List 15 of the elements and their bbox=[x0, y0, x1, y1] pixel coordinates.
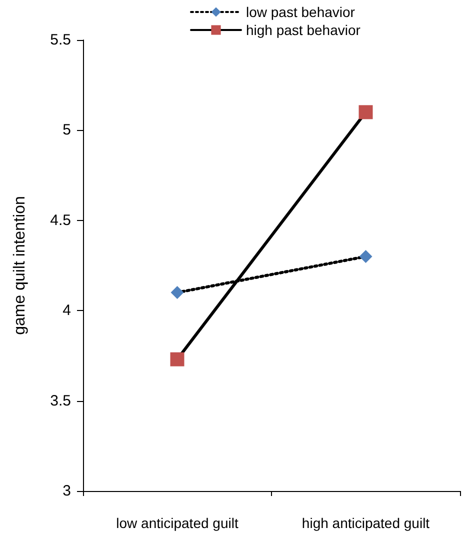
point bbox=[359, 250, 372, 263]
legend-label: low past behavior bbox=[246, 4, 356, 20]
point bbox=[170, 286, 184, 300]
x-tick-label: low anticipated guilt bbox=[116, 515, 238, 531]
y-tick-label: 5 bbox=[62, 122, 71, 139]
y-tick-label: 3 bbox=[62, 482, 71, 500]
point bbox=[358, 105, 373, 120]
y-axis-title: game quilt intention bbox=[12, 196, 28, 335]
y-tick-label: 4.5 bbox=[50, 212, 71, 229]
x-tick-label: high anticipated guilt bbox=[302, 515, 430, 531]
point bbox=[170, 352, 184, 366]
y-tick-label: 3.5 bbox=[50, 392, 71, 410]
legend-label: high past behavior bbox=[246, 22, 361, 38]
y-tick-label: 5.5 bbox=[50, 32, 71, 48]
y-tick-label: 4 bbox=[62, 302, 71, 320]
